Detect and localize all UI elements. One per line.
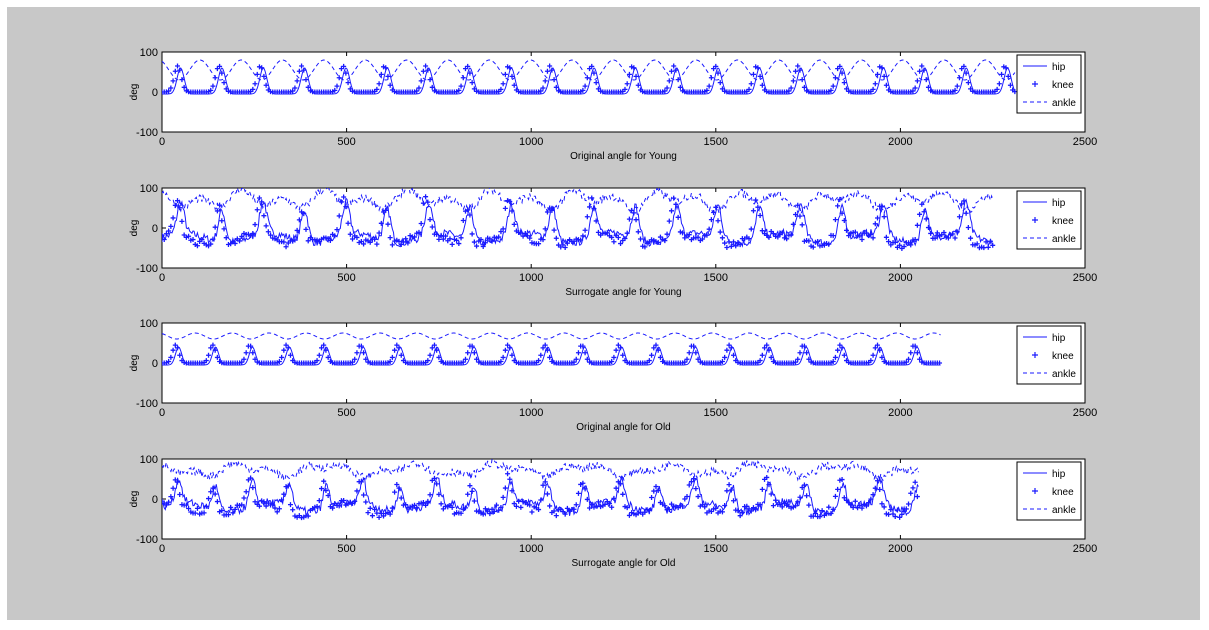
- x-tick-label: 0: [159, 272, 165, 284]
- y-tick-label: 0: [152, 358, 158, 370]
- x-tick-label: 2500: [1073, 136, 1097, 148]
- x-tick-label: 2500: [1073, 543, 1097, 555]
- x-tick-label: 2000: [888, 136, 912, 148]
- x-tick-label: 1000: [519, 543, 543, 555]
- series-knee: [162, 342, 943, 366]
- legend-entry-ankle: ankle: [1052, 98, 1076, 109]
- y-tick-label: 100: [140, 183, 158, 195]
- x-tick-label: 500: [337, 543, 355, 555]
- legend-entry-hip: hip: [1052, 198, 1066, 209]
- legend-entry-ankle: ankle: [1052, 369, 1076, 380]
- x-tick-label: 2000: [888, 543, 912, 555]
- y-tick-label: 0: [152, 223, 158, 235]
- x-tick-label: 1500: [704, 407, 728, 419]
- legend-entry-knee: knee: [1052, 351, 1074, 362]
- legend-entry-ankle: ankle: [1052, 505, 1076, 516]
- legend-entry-hip: hip: [1052, 62, 1066, 73]
- legend-swatch-knee: [1032, 217, 1038, 223]
- y-tick-label: -100: [136, 534, 158, 546]
- series-group: [162, 188, 996, 252]
- x-tick-label: 1000: [519, 136, 543, 148]
- legend-entry-knee: knee: [1052, 80, 1074, 91]
- y-tick-label: -100: [136, 127, 158, 139]
- series-knee: [162, 471, 920, 521]
- x-tick-label: 1500: [704, 136, 728, 148]
- x-tick-label: 500: [337, 136, 355, 148]
- series-ankle: [162, 332, 941, 340]
- x-tick-label: 1500: [704, 272, 728, 284]
- x-tick-label: 2500: [1073, 407, 1097, 419]
- legend-box: [1016, 54, 1082, 114]
- series-group: [162, 59, 1018, 95]
- y-tick-label: 0: [152, 87, 158, 99]
- legend-box: [1016, 325, 1082, 385]
- legend-box: [1016, 190, 1082, 250]
- y-axis-label: deg: [129, 220, 140, 237]
- x-axis-label: Original angle for Young: [570, 151, 677, 162]
- x-axis-label: Original angle for Old: [576, 422, 671, 433]
- legend-entry-knee: knee: [1052, 216, 1074, 227]
- series-knee: [162, 63, 1018, 95]
- legend-box: [1016, 461, 1082, 521]
- y-tick-label: 0: [152, 494, 158, 506]
- legend-entry-ankle: ankle: [1052, 234, 1076, 245]
- legend-entry-hip: hip: [1052, 469, 1066, 480]
- series-ankle: [162, 459, 919, 482]
- series-group: [162, 459, 920, 521]
- x-tick-label: 0: [159, 136, 165, 148]
- legend: hip knee ankle: [1016, 461, 1082, 521]
- plot-area: [161, 187, 1086, 269]
- legend-swatch-knee: [1032, 488, 1038, 494]
- y-tick-label: 100: [140, 47, 158, 59]
- x-axis-label: Surrogate angle for Old: [572, 558, 676, 569]
- y-axis-label: deg: [129, 355, 140, 372]
- legend-entry-hip: hip: [1052, 333, 1066, 344]
- x-tick-label: 1000: [519, 272, 543, 284]
- x-tick-label: 1000: [519, 407, 543, 419]
- y-axis-label: deg: [129, 491, 140, 508]
- x-axis-label: Surrogate angle for Young: [565, 287, 681, 298]
- y-tick-label: -100: [136, 398, 158, 410]
- x-tick-label: 1500: [704, 543, 728, 555]
- legend-entry-knee: knee: [1052, 487, 1074, 498]
- plot-area: [161, 458, 1086, 540]
- legend: hip knee ankle: [1016, 54, 1082, 114]
- y-tick-label: -100: [136, 263, 158, 275]
- y-tick-label: 100: [140, 454, 158, 466]
- y-axis-label: deg: [129, 84, 140, 101]
- x-tick-label: 2500: [1073, 272, 1097, 284]
- x-tick-label: 0: [159, 407, 165, 419]
- x-tick-label: 2000: [888, 272, 912, 284]
- series-ankle: [162, 188, 994, 216]
- x-tick-label: 0: [159, 543, 165, 555]
- x-tick-label: 2000: [888, 407, 912, 419]
- x-tick-label: 500: [337, 407, 355, 419]
- legend-swatch-knee: [1032, 81, 1038, 87]
- legend-swatch-knee: [1032, 352, 1038, 358]
- series-group: [162, 332, 943, 366]
- series-ankle: [162, 59, 1016, 81]
- x-tick-label: 500: [337, 272, 355, 284]
- legend: hip knee ankle: [1016, 325, 1082, 385]
- legend: hip knee ankle: [1016, 190, 1082, 250]
- y-tick-label: 100: [140, 318, 158, 330]
- figure-window: 0 500 1000 1500 2000 2500 100 0 -100 Original ang…: [7, 7, 1200, 620]
